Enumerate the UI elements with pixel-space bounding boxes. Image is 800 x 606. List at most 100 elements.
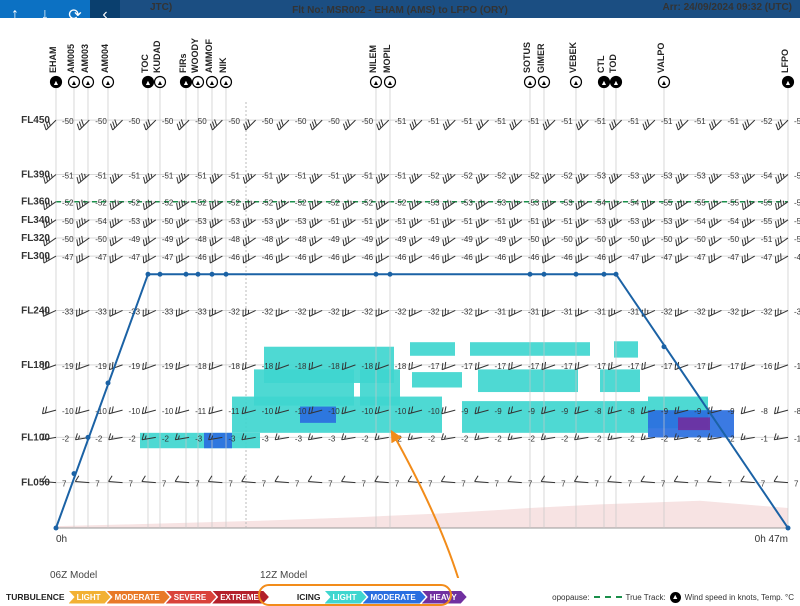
svg-text:-32: -32 xyxy=(328,307,340,316)
svg-text:-46: -46 xyxy=(262,253,274,262)
svg-text:-32: -32 xyxy=(661,307,673,316)
svg-text:▲: ▲ xyxy=(105,80,112,87)
svg-text:-53: -53 xyxy=(428,199,440,208)
svg-text:-2: -2 xyxy=(62,434,70,443)
svg-text:-18: -18 xyxy=(195,362,207,371)
svg-text:-32: -32 xyxy=(694,307,706,316)
svg-text:-53: -53 xyxy=(727,172,739,181)
svg-text:▲: ▲ xyxy=(527,80,534,87)
svg-text:-46: -46 xyxy=(594,253,606,262)
svg-text:7: 7 xyxy=(628,480,633,489)
svg-text:-46: -46 xyxy=(528,253,540,262)
model-left-label: 06Z Model xyxy=(50,570,97,581)
svg-text:-31: -31 xyxy=(495,307,507,316)
svg-text:-46: -46 xyxy=(461,253,473,262)
svg-text:EHAM: EHAM xyxy=(48,47,58,74)
svg-text:-49: -49 xyxy=(162,235,174,244)
svg-text:-53: -53 xyxy=(661,172,673,181)
svg-text:-2: -2 xyxy=(361,434,369,443)
svg-text:▲: ▲ xyxy=(195,80,202,87)
svg-text:-1: -1 xyxy=(761,434,769,443)
svg-text:-17: -17 xyxy=(495,362,507,371)
svg-text:-53: -53 xyxy=(561,199,573,208)
vertical-profile-chart: FL450FL390FL360FL340FL320FL300FL240FL180… xyxy=(0,18,800,578)
svg-text:▲: ▲ xyxy=(209,80,216,87)
svg-text:-3: -3 xyxy=(295,434,303,443)
svg-text:7: 7 xyxy=(95,480,100,489)
svg-text:-52: -52 xyxy=(395,199,407,208)
svg-text:-50: -50 xyxy=(162,217,174,226)
svg-text:7: 7 xyxy=(129,480,134,489)
svg-text:-46: -46 xyxy=(361,253,373,262)
svg-text:-50: -50 xyxy=(594,235,606,244)
svg-text:-46: -46 xyxy=(428,253,440,262)
svg-text:-2: -2 xyxy=(95,434,103,443)
svg-text:-53: -53 xyxy=(628,217,640,226)
svg-text:-55: -55 xyxy=(794,217,800,226)
svg-text:AM005: AM005 xyxy=(66,44,76,73)
svg-text:▲: ▲ xyxy=(601,80,608,87)
svg-text:-51: -51 xyxy=(461,117,473,126)
svg-text:-53: -53 xyxy=(694,172,706,181)
svg-text:▲: ▲ xyxy=(541,80,548,87)
icing-moderate-chip: MODERATE xyxy=(363,591,426,604)
svg-text:-10: -10 xyxy=(295,407,307,416)
svg-text:-51: -51 xyxy=(727,117,739,126)
svg-text:-52: -52 xyxy=(129,199,141,208)
svg-text:-18: -18 xyxy=(228,362,240,371)
svg-text:-49: -49 xyxy=(129,235,141,244)
svg-text:-33: -33 xyxy=(95,307,107,316)
svg-text:-50: -50 xyxy=(62,235,74,244)
svg-text:▲: ▲ xyxy=(373,80,380,87)
svg-text:-51: -51 xyxy=(594,117,606,126)
svg-text:-49: -49 xyxy=(328,235,340,244)
svg-text:-53: -53 xyxy=(461,199,473,208)
svg-text:7: 7 xyxy=(328,480,333,489)
svg-text:GIMER: GIMER xyxy=(536,43,546,73)
svg-text:-32: -32 xyxy=(262,307,274,316)
svg-text:-9: -9 xyxy=(661,407,669,416)
svg-text:▲: ▲ xyxy=(145,80,152,87)
svg-text:-52: -52 xyxy=(328,199,340,208)
svg-text:-48: -48 xyxy=(295,235,307,244)
svg-text:-48: -48 xyxy=(262,235,274,244)
svg-text:MOPIL: MOPIL xyxy=(382,44,392,73)
svg-text:-3: -3 xyxy=(228,434,236,443)
svg-text:VALPO: VALPO xyxy=(656,43,666,73)
svg-text:-51: -51 xyxy=(162,172,174,181)
svg-text:-17: -17 xyxy=(694,362,706,371)
svg-text:-46: -46 xyxy=(228,253,240,262)
svg-text:-55: -55 xyxy=(727,199,739,208)
svg-text:FIRs: FIRs xyxy=(178,53,188,73)
svg-text:TOC: TOC xyxy=(140,54,150,73)
svg-text:-18: -18 xyxy=(361,362,373,371)
svg-text:-9: -9 xyxy=(561,407,569,416)
svg-text:-47: -47 xyxy=(694,253,706,262)
svg-text:-8: -8 xyxy=(794,407,800,416)
svg-text:-50: -50 xyxy=(62,117,74,126)
svg-text:-51: -51 xyxy=(262,172,274,181)
svg-text:-52: -52 xyxy=(495,172,507,181)
svg-text:NIK: NIK xyxy=(218,57,228,73)
svg-text:-11: -11 xyxy=(228,407,240,416)
svg-text:-55: -55 xyxy=(694,199,706,208)
svg-text:▲: ▲ xyxy=(573,80,580,87)
svg-text:AM003: AM003 xyxy=(80,44,90,73)
svg-text:FL050: FL050 xyxy=(21,478,50,489)
svg-text:▲: ▲ xyxy=(785,80,792,87)
svg-text:7: 7 xyxy=(295,480,300,489)
svg-text:-3: -3 xyxy=(195,434,203,443)
svg-text:-51: -51 xyxy=(561,117,573,126)
svg-text:-31: -31 xyxy=(628,307,640,316)
svg-text:-55: -55 xyxy=(761,199,773,208)
svg-text:7: 7 xyxy=(228,480,233,489)
svg-text:-32: -32 xyxy=(361,307,373,316)
svg-text:-52: -52 xyxy=(361,199,373,208)
svg-text:-17: -17 xyxy=(561,362,573,371)
svg-text:7: 7 xyxy=(694,480,699,489)
svg-text:-52: -52 xyxy=(794,117,800,126)
svg-text:-54: -54 xyxy=(727,217,739,226)
svg-text:AM004: AM004 xyxy=(100,44,110,73)
header-arrival: Arr: 24/09/2024 09:32 (UTC) xyxy=(662,2,792,13)
svg-text:-9: -9 xyxy=(461,407,469,416)
